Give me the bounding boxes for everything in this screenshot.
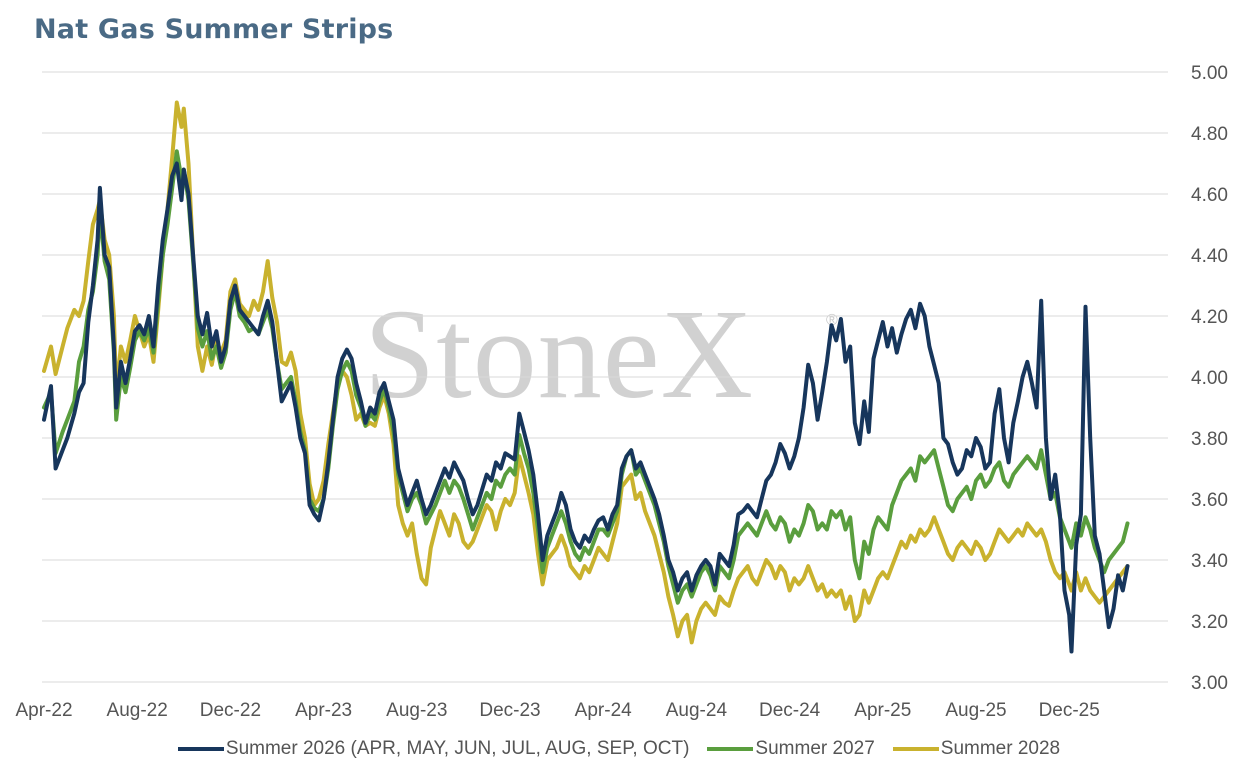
legend-item: Summer 2028 xyxy=(892,738,1061,760)
series-line xyxy=(42,100,1130,645)
chart-legend: Summer 2026 (APR, MAY, JUN, JUL, AUG, SE… xyxy=(0,738,1238,760)
y-tick-label: 4.00 xyxy=(1191,368,1228,389)
series-lines xyxy=(42,100,1130,654)
y-tick-label: 3.60 xyxy=(1191,490,1228,511)
chart-title: Nat Gas Summer Strips xyxy=(34,14,394,45)
x-tick-label: Aug-24 xyxy=(666,700,728,721)
y-tick-label: 4.20 xyxy=(1191,307,1228,328)
y-tick-label: 4.60 xyxy=(1191,185,1228,206)
series-line xyxy=(42,161,1130,654)
x-tick-label: Apr-25 xyxy=(854,700,911,721)
gridlines xyxy=(42,71,1168,683)
x-tick-label: Apr-23 xyxy=(295,700,352,721)
y-tick-label: 3.40 xyxy=(1191,551,1228,572)
legend-label: Summer 2026 (APR, MAY, JUN, JUL, AUG, SE… xyxy=(225,738,690,759)
x-axis-ticks: Apr-22 Aug-22 Dec-22 Apr-23 Aug-23 Dec-23 Apr-… xyxy=(15,700,1099,721)
x-tick-label: Dec-23 xyxy=(479,700,540,721)
x-tick-label: Apr-24 xyxy=(575,700,632,721)
x-tick-label: Apr-22 xyxy=(15,700,72,721)
legend-swatch xyxy=(892,747,939,751)
y-tick-label: 5.00 xyxy=(1191,63,1228,84)
legend-swatch xyxy=(707,747,754,751)
y-tick-label: 4.80 xyxy=(1191,124,1228,145)
y-tick-label: 4.40 xyxy=(1191,246,1228,267)
y-axis-ticks: 3.00 3.20 3.40 3.60 3.80 4.00 4.20 4.40 4.60 4.80… xyxy=(1191,63,1228,694)
x-tick-label: Dec-25 xyxy=(1039,700,1100,721)
x-tick-label: Dec-24 xyxy=(759,700,821,721)
registered-mark-icon: ® xyxy=(826,312,838,329)
y-tick-label: 3.80 xyxy=(1191,429,1228,450)
x-tick-label: Aug-25 xyxy=(945,700,1006,721)
legend-item: Summer 2026 (APR, MAY, JUN, JUL, AUG, SE… xyxy=(177,738,690,760)
x-tick-label: Aug-23 xyxy=(386,700,447,721)
x-tick-label: Dec-22 xyxy=(200,700,261,721)
stonex-watermark-logo: StoneX xyxy=(364,283,754,425)
legend-swatch xyxy=(177,747,224,751)
legend-label: Summer 2027 xyxy=(755,738,875,759)
x-tick-label: Aug-22 xyxy=(107,700,168,721)
y-tick-label: 3.20 xyxy=(1191,612,1228,633)
legend-item: Summer 2027 xyxy=(707,738,875,760)
legend-label: Summer 2028 xyxy=(940,738,1061,759)
y-tick-label: 3.00 xyxy=(1191,673,1228,694)
